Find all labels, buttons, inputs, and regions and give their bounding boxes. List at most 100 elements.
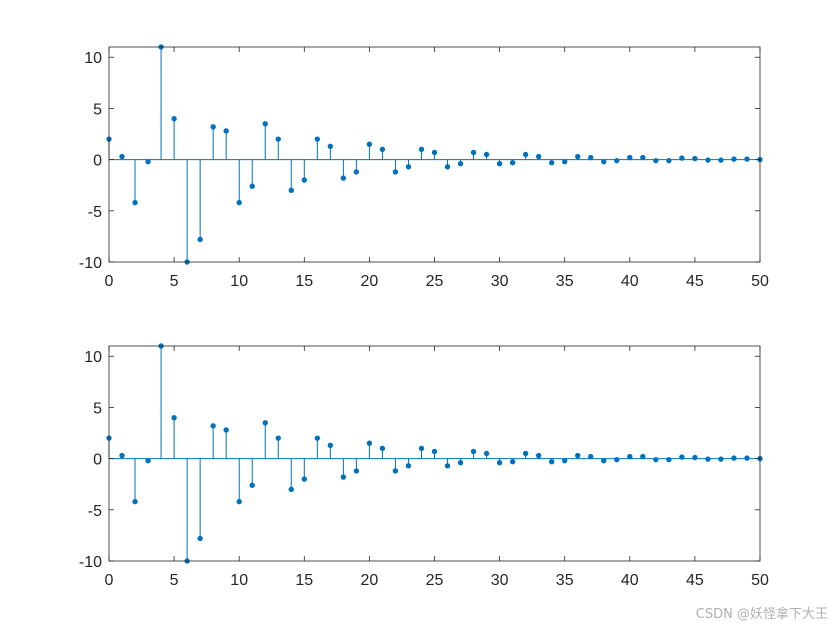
stem-marker xyxy=(653,456,659,463)
stem-marker xyxy=(666,456,672,463)
stem-marker xyxy=(509,159,516,166)
x-tick-label: 25 xyxy=(426,572,444,589)
stem-marker xyxy=(431,149,438,156)
stem-marker xyxy=(119,153,125,160)
x-tick-label: 40 xyxy=(621,572,639,589)
x-tick-label: 5 xyxy=(170,273,179,290)
stem-marker xyxy=(601,457,607,464)
stem-marker xyxy=(431,448,438,455)
x-tick-label: 15 xyxy=(295,572,313,589)
x-tick-label: 10 xyxy=(230,572,248,589)
stem-marker xyxy=(340,474,347,480)
stem-marker xyxy=(210,423,216,429)
x-tick-label: 0 xyxy=(105,572,114,589)
stem-marker xyxy=(575,452,581,459)
stem-marker xyxy=(705,456,711,462)
stem-marker xyxy=(692,454,698,461)
stem-marker xyxy=(548,159,555,166)
stem-marker xyxy=(588,453,594,460)
stem-marker xyxy=(405,463,412,469)
stem-marker xyxy=(601,158,607,165)
stem-marker xyxy=(262,121,268,127)
y-tick-label: 5 xyxy=(93,101,102,118)
y-tick-label: -10 xyxy=(79,255,102,272)
stem-marker xyxy=(483,151,490,158)
stem-marker xyxy=(535,452,542,459)
stem-marker xyxy=(236,498,242,505)
stem-marker xyxy=(314,136,321,142)
stem-plot-bottom: 0 5 10 15 20 25 30 35 40 45 50 -10 -5 0 5 10 xyxy=(79,343,769,589)
stem-marker xyxy=(418,445,425,452)
stem-marker xyxy=(522,151,529,158)
stem-marker xyxy=(444,164,451,170)
stem-marker xyxy=(249,482,255,488)
stem-marker xyxy=(679,155,685,161)
stem-marker xyxy=(470,448,477,455)
stem-marker xyxy=(327,442,334,449)
stem-marker xyxy=(262,420,268,426)
x-tick-label: 0 xyxy=(105,273,114,290)
stem-marker xyxy=(275,435,281,441)
stem-marker xyxy=(210,124,216,130)
x-tick-label: 20 xyxy=(361,572,379,589)
stem-marker xyxy=(562,158,568,165)
stem-marker xyxy=(379,445,386,452)
stem-marker xyxy=(614,157,620,164)
stem-marker xyxy=(145,158,151,165)
x-tick-label: 35 xyxy=(556,273,574,290)
stem-marker xyxy=(145,457,151,464)
stem-marker xyxy=(223,128,229,134)
stem-marker xyxy=(496,161,503,167)
x-tick-label: 35 xyxy=(556,572,574,589)
stem-marker xyxy=(640,154,646,161)
stem-marker xyxy=(535,153,542,160)
stem-marker xyxy=(197,236,203,243)
stem-marker xyxy=(340,175,347,181)
stem-marker xyxy=(197,535,203,542)
y-tick-label: -10 xyxy=(79,554,102,571)
x-tick-label: 10 xyxy=(230,273,248,290)
x-tick-label: 30 xyxy=(491,273,509,290)
stem-marker xyxy=(705,157,711,163)
x-tick-label: 25 xyxy=(426,273,444,290)
stem-marker xyxy=(171,414,177,421)
y-tick-label: 5 xyxy=(93,400,102,417)
stem-marker xyxy=(744,156,750,162)
y-tick-label: 0 xyxy=(93,153,102,170)
stem-marker xyxy=(627,154,633,161)
stem-marker xyxy=(132,199,138,206)
stem-marker xyxy=(223,427,229,433)
stem-marker xyxy=(301,476,307,482)
x-tick-label: 30 xyxy=(491,572,509,589)
stem-marker xyxy=(679,454,685,460)
stem-marker xyxy=(327,143,334,150)
stem-marker xyxy=(457,161,464,167)
x-tick-label: 50 xyxy=(751,273,769,290)
stem-marker xyxy=(718,157,724,163)
stem-marker xyxy=(366,141,373,147)
stem-marker xyxy=(379,146,386,153)
stem-marker xyxy=(731,156,737,162)
x-tick-label: 40 xyxy=(621,273,639,290)
stem-marker xyxy=(444,463,451,469)
stem-marker xyxy=(288,187,294,194)
stem-marker xyxy=(692,155,698,162)
stem-marker xyxy=(627,453,633,460)
stem-marker xyxy=(575,153,581,160)
stem-marker xyxy=(132,498,138,505)
x-tick-label: 20 xyxy=(361,273,379,290)
stem-marker xyxy=(483,450,490,457)
stem-marker xyxy=(718,456,724,462)
y-tick-label: 10 xyxy=(84,50,102,67)
stem-marker xyxy=(405,164,412,170)
x-tick-label: 45 xyxy=(686,572,704,589)
stem-marker xyxy=(522,450,529,457)
stem-marker xyxy=(588,154,594,161)
stem-marker xyxy=(392,468,399,474)
stem-marker xyxy=(496,460,503,466)
stem-marker xyxy=(418,146,425,153)
stem-marker xyxy=(119,452,125,459)
stem-plot-top: 0 5 10 15 20 25 30 35 40 45 50 -10 -5 0 5 10 xyxy=(79,44,769,290)
